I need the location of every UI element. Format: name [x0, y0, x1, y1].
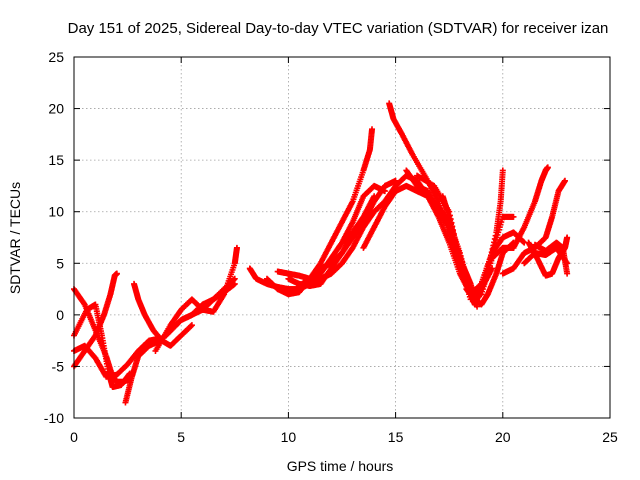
x-axis-title: GPS time / hours — [287, 458, 394, 474]
series-arc-6 — [131, 280, 195, 349]
data-point — [233, 244, 240, 251]
series-arc-8 — [163, 280, 238, 339]
series-arc-12 — [285, 193, 378, 289]
x-tick-label: 0 — [70, 429, 78, 445]
y-tick-label: 0 — [56, 307, 64, 323]
x-tick-label: 20 — [495, 429, 511, 445]
data-point — [564, 234, 571, 241]
series-arc-24 — [531, 239, 571, 277]
data-point — [371, 193, 378, 200]
data-point — [392, 177, 399, 184]
data-point — [369, 126, 376, 133]
y-axis-title: SDTVAR / TECUs — [7, 182, 23, 294]
y-tick-label: 25 — [48, 49, 64, 65]
y-tick-label: 10 — [48, 204, 64, 220]
data-point — [231, 280, 238, 287]
series-arc-18 — [439, 193, 481, 310]
data-point — [544, 164, 551, 171]
x-tick-label: 5 — [177, 429, 185, 445]
data-point — [113, 270, 120, 277]
y-tick-label: 5 — [56, 255, 64, 271]
data-point — [564, 270, 571, 277]
x-tick-label: 15 — [388, 429, 404, 445]
y-tick-label: 15 — [48, 152, 64, 168]
data-point — [188, 322, 195, 329]
x-tick-label: 10 — [281, 429, 297, 445]
data-point — [510, 213, 517, 220]
series-arc-13 — [296, 126, 376, 289]
y-tick-label: 20 — [48, 101, 64, 117]
series-arc-21 — [510, 164, 551, 251]
plot-frame — [73, 56, 611, 419]
data-point — [381, 188, 388, 195]
y-tick-label: -5 — [52, 358, 65, 374]
chart-title: Day 151 of 2025, Sidereal Day-to-day VTE… — [68, 20, 609, 37]
data-point — [499, 167, 506, 174]
y-tick-label: -10 — [44, 410, 64, 426]
data-point — [474, 303, 481, 310]
data-series — [71, 100, 571, 406]
axis-ticks: 0 5 10 15 20 25 -10 -5 0 5 10 15 20 25 — [44, 49, 618, 445]
data-point — [561, 177, 568, 184]
x-tick-label: 25 — [602, 429, 618, 445]
data-point — [231, 275, 238, 282]
